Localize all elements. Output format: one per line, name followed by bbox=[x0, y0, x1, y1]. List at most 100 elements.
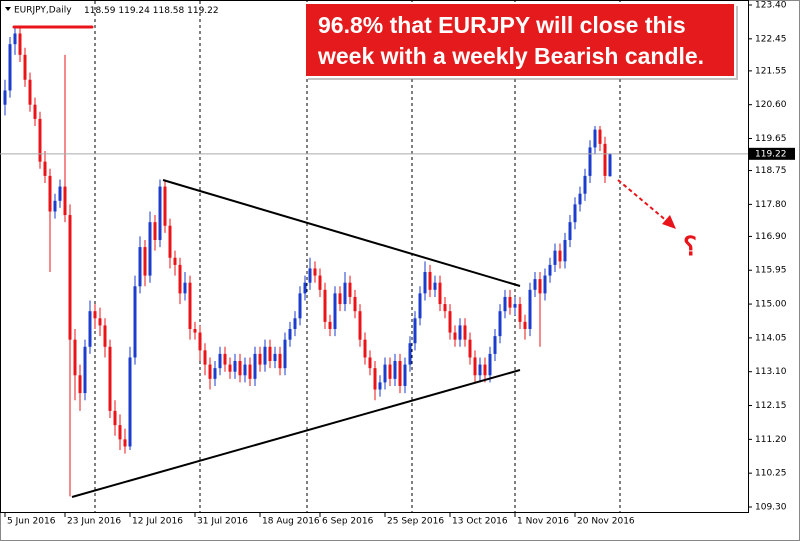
candle-body bbox=[208, 364, 212, 379]
candle-body bbox=[258, 353, 262, 365]
candle-body bbox=[193, 328, 197, 333]
candle-body bbox=[128, 357, 132, 447]
candle-body bbox=[28, 79, 32, 105]
x-tick-label: 23 Jun 2016 bbox=[67, 517, 121, 527]
y-tick-label: 110.25 bbox=[755, 469, 787, 479]
candle-body bbox=[563, 239, 567, 262]
candle-body bbox=[473, 357, 477, 376]
candle-body bbox=[308, 268, 312, 283]
candle-body bbox=[273, 353, 277, 362]
candle-body bbox=[158, 186, 162, 240]
candle-body bbox=[568, 222, 572, 240]
candle-body bbox=[93, 311, 97, 319]
candle-body bbox=[108, 346, 112, 411]
candle-body bbox=[298, 293, 302, 319]
x-tick-label: 20 Nov 2016 bbox=[577, 517, 635, 527]
candle-body bbox=[23, 54, 27, 80]
candle-body bbox=[428, 272, 432, 290]
candle-body bbox=[83, 346, 87, 394]
candle-body bbox=[413, 318, 417, 344]
candle-body bbox=[338, 293, 342, 305]
candle-body bbox=[123, 439, 127, 447]
y-tick-label: 118.75 bbox=[755, 166, 787, 176]
candle-body bbox=[203, 350, 207, 365]
y-tick-label: 123.40 bbox=[755, 1, 787, 11]
candle-body bbox=[378, 382, 382, 390]
y-tick-label: 116.90 bbox=[755, 232, 787, 242]
candle-body bbox=[353, 296, 357, 312]
candle-body bbox=[213, 368, 217, 379]
ohlc-values: 118.59 119.24 118.58 119.22 bbox=[84, 6, 219, 16]
x-tick-label: 12 Jul 2016 bbox=[132, 517, 183, 527]
candle-body bbox=[143, 247, 147, 276]
x-tick-label: 1 Nov 2016 bbox=[517, 517, 569, 527]
candle-body bbox=[398, 361, 402, 386]
candle-body bbox=[573, 204, 577, 223]
question-mark: ؟ bbox=[683, 232, 697, 262]
candle-body bbox=[483, 364, 487, 376]
candle-body bbox=[463, 325, 467, 340]
y-tick-label: 114.05 bbox=[755, 333, 787, 343]
candle-body bbox=[333, 293, 337, 329]
ohlc-value: 118.59 bbox=[84, 6, 116, 16]
candle-body bbox=[558, 250, 562, 262]
y-tick-label: 117.80 bbox=[755, 200, 787, 210]
candle-body bbox=[543, 275, 547, 294]
candle-body bbox=[8, 44, 12, 91]
y-tick-label: 113.10 bbox=[755, 367, 787, 377]
candle-body bbox=[393, 361, 397, 379]
annotation-line: 96.8% that EURJPY will close this bbox=[318, 12, 686, 38]
candle-body bbox=[518, 304, 522, 322]
candle-body bbox=[268, 346, 272, 362]
candle-body bbox=[88, 311, 92, 347]
y-tick-label: 111.20 bbox=[755, 435, 787, 445]
candle-body bbox=[73, 339, 77, 376]
plot-border bbox=[0, 0, 749, 513]
candle-body bbox=[503, 296, 507, 312]
x-tick-label: 25 Sep 2016 bbox=[387, 517, 444, 527]
candle-body bbox=[478, 364, 482, 376]
candle-body bbox=[183, 282, 187, 294]
candle-body bbox=[363, 339, 367, 358]
candle-body bbox=[148, 222, 152, 276]
candle-body bbox=[458, 325, 462, 340]
annotation-line: week with a weekly Bearish candle. bbox=[317, 43, 704, 69]
current-price-box bbox=[749, 147, 795, 160]
candle-body bbox=[303, 282, 307, 294]
candle-body bbox=[253, 353, 257, 379]
candle-body bbox=[168, 225, 172, 258]
candle-body bbox=[178, 264, 182, 294]
candle-body bbox=[493, 336, 497, 354]
candle-body bbox=[218, 353, 222, 369]
candle-body bbox=[313, 268, 317, 276]
candle-body bbox=[18, 33, 22, 55]
y-tick-label: 120.60 bbox=[755, 100, 787, 110]
candle-body bbox=[238, 361, 242, 376]
header: EURJPY,Daily 118.59 119.24 118.58 119.22 bbox=[5, 6, 219, 29]
candle-body bbox=[553, 250, 557, 265]
candle-body bbox=[448, 311, 452, 333]
candle-body bbox=[188, 282, 192, 329]
candle-body bbox=[38, 118, 42, 162]
candle-body bbox=[13, 33, 17, 45]
candle-body bbox=[603, 143, 607, 176]
candle-body bbox=[53, 200, 57, 212]
candle-body bbox=[593, 129, 597, 148]
candle-body bbox=[383, 364, 387, 383]
candle-body bbox=[368, 357, 372, 369]
candle-body bbox=[98, 318, 102, 326]
candle-body bbox=[138, 247, 142, 287]
candle-body bbox=[278, 353, 282, 369]
x-tick-label: 13 Oct 2016 bbox=[452, 517, 508, 527]
candle-body bbox=[528, 289, 532, 329]
candle-body bbox=[68, 215, 72, 340]
candle-body bbox=[513, 304, 517, 308]
candle-body bbox=[323, 289, 327, 322]
candle-body bbox=[43, 161, 47, 176]
candle-body bbox=[608, 153, 612, 177]
triangle-trendlines bbox=[71, 179, 521, 498]
candle-body bbox=[288, 328, 292, 340]
candle-body bbox=[578, 193, 582, 205]
candle-body bbox=[173, 257, 177, 265]
